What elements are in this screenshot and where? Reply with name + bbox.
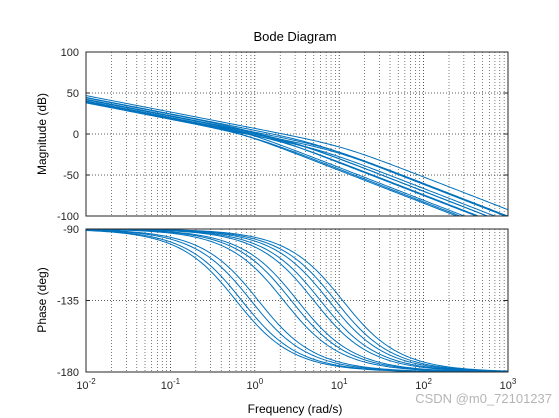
y-tick-label: -100	[57, 211, 79, 223]
magnitude-series-line	[85, 100, 509, 217]
magnitude-panel: 100 50 0 -50 -100 Magnitude (dB)	[35, 47, 509, 223]
phase-series-line	[85, 229, 509, 373]
phase-series-line	[85, 230, 509, 373]
y-tick-label: -50	[63, 170, 79, 182]
magnitude-series	[85, 95, 509, 217]
magnitude-series-line	[85, 102, 508, 217]
magnitude-series-line	[85, 98, 509, 217]
x-tick-label: 103	[500, 377, 517, 392]
phase-series-line	[85, 228, 509, 373]
magnitude-series-line	[85, 99, 508, 217]
x-tick-label: 10-2	[76, 377, 96, 392]
magnitude-series-line	[85, 100, 508, 217]
y-tick-label: 100	[61, 47, 79, 59]
phase-series-line	[85, 229, 509, 373]
phase-y-tick-labels: -90 -135 -180	[57, 224, 508, 379]
x-tick-label: 102	[415, 377, 432, 392]
y-tick-label: -135	[57, 296, 79, 308]
magnitude-y-tick-labels: 100 50 0 -50 -100	[57, 47, 508, 223]
phase-y-axis-label: Phase (deg)	[35, 267, 49, 332]
y-tick-label: -180	[57, 367, 79, 379]
chart-title: Bode Diagram	[253, 29, 336, 44]
phase-series-line	[85, 229, 509, 373]
magnitude-y-axis-label: Magnitude (dB)	[35, 93, 49, 175]
x-tick-label: 10-1	[161, 377, 181, 392]
x-tick-label: 100	[246, 377, 263, 392]
y-tick-label: 50	[67, 88, 79, 100]
phase-panel: -90 -135 -180 Phase (deg)	[35, 224, 509, 379]
x-tick-labels: 10-2 10-1 100 101 102 103	[76, 377, 517, 392]
watermark-text: CSDN @m0_72101237	[415, 391, 552, 406]
x-tick-label: 101	[331, 377, 348, 392]
phase-series-line	[85, 228, 509, 372]
magnitude-series-line	[85, 98, 508, 217]
y-tick-label: 0	[73, 129, 79, 141]
x-axis-label: Frequency (rad/s)	[248, 402, 343, 416]
phase-series	[85, 228, 509, 373]
magnitude-series-line	[85, 101, 508, 217]
y-tick-label: -90	[63, 224, 79, 236]
magnitude-series-line	[85, 100, 508, 217]
magnitude-series-line	[85, 95, 509, 211]
